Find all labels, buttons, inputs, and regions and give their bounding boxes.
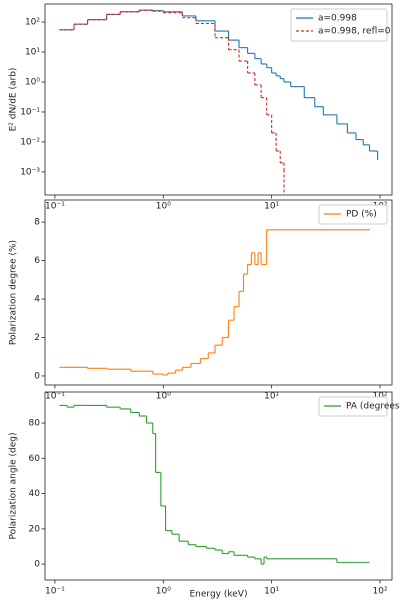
y-tick-label: 0: [34, 371, 40, 381]
y-tick-label: 6: [34, 256, 40, 266]
legend-label: a=0.998: [318, 14, 357, 24]
y-tick-label: 40: [29, 489, 41, 499]
plot-frame: [44, 391, 393, 581]
y-axis-label: Polarization angle (deg): [9, 433, 19, 540]
x-tick-label: 10⁻¹: [45, 392, 65, 402]
y-tick-label: 10²: [25, 18, 40, 28]
panel: 10⁻¹ 10⁰ 10¹ 10² 0 20 40 60 80 Polarization angle…: [9, 391, 400, 600]
y-axis-label: Polarization degree (%): [9, 240, 19, 345]
legend-label: PD (%): [346, 210, 377, 220]
x-tick-label: 10¹: [264, 587, 279, 597]
legend-label: a=0.998, refl=0: [318, 27, 391, 37]
x-tick-label: 10⁻¹: [45, 587, 65, 597]
x-axis-label: Energy (keV): [190, 590, 248, 600]
legend-label: PA (degrees): [346, 402, 400, 412]
y-tick-label: 20: [29, 524, 41, 534]
legend-box: [318, 396, 388, 417]
y-axis-label: E² dN/dE (arb): [9, 68, 19, 132]
y-tick-label: 2: [34, 333, 40, 343]
plot-frame: [44, 199, 393, 386]
y-tick-label: 60: [29, 454, 41, 464]
plot-area: [59, 9, 379, 195]
y-tick-label: 4: [34, 295, 40, 305]
x-tick-label: 10⁻¹: [45, 202, 65, 212]
panel: 10⁻¹10⁰10¹10²02468Polarization degree (%…: [9, 199, 393, 402]
plot-area: [59, 404, 370, 565]
x-tick-label: 10¹: [264, 202, 279, 212]
x-tick-label: 10⁰: [156, 587, 171, 597]
y-tick-label: 8: [34, 218, 40, 228]
legend-box: [318, 204, 388, 225]
y-tick-label: 10⁰: [25, 78, 40, 88]
y-tick-label: 10⁻²: [20, 137, 40, 147]
x-tick-label: 10⁰: [156, 202, 171, 212]
y-tick-label: 10⁻¹: [20, 107, 40, 117]
plot-frame: [44, 3, 393, 196]
plot-area: [59, 228, 371, 376]
x-tick-label: 10²: [372, 587, 387, 597]
legend-box: [290, 8, 388, 42]
y-tick-label: 80: [29, 419, 41, 429]
y-tick-label: 10⁻³: [20, 167, 40, 177]
y-tick-label: 10¹: [25, 48, 40, 58]
y-tick-label: 0: [34, 560, 40, 570]
x-tick-label: 10¹: [264, 392, 279, 402]
x-tick-label: 10⁰: [156, 392, 171, 402]
